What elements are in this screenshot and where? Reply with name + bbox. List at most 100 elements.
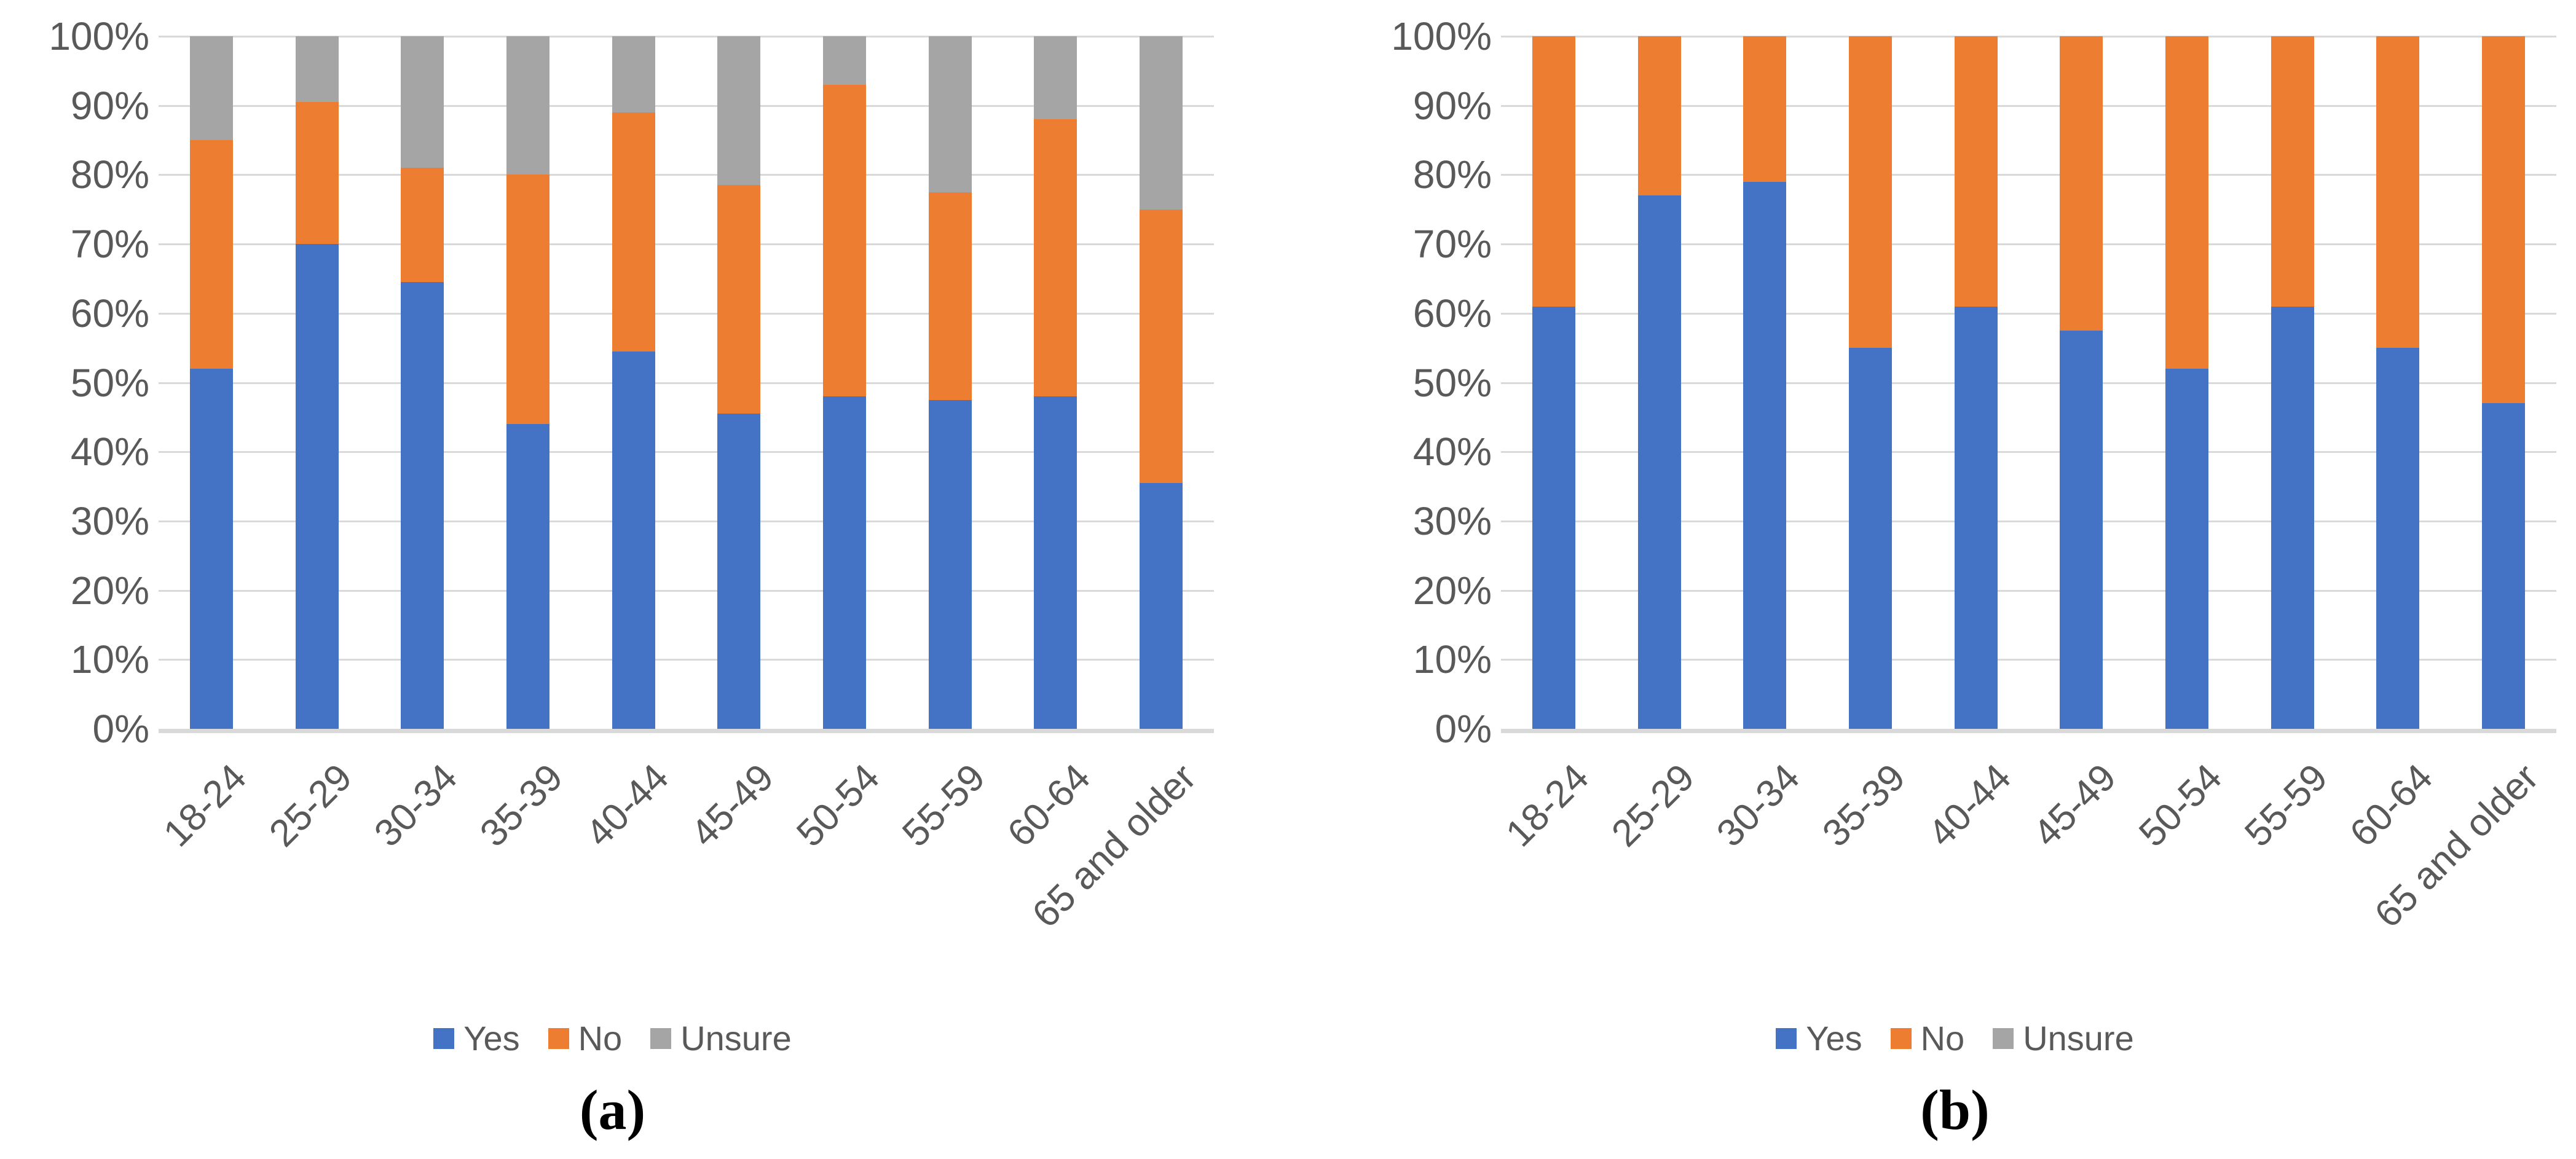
- bars-layer: [1501, 36, 2556, 729]
- gridline: [1501, 451, 2556, 454]
- y-tick-label: 60%: [1412, 291, 1492, 336]
- stacked-bar: [1954, 36, 1998, 729]
- y-tick-label: 70%: [70, 222, 149, 267]
- y-tick-label: 40%: [1412, 430, 1492, 474]
- x-category-label: 30-34: [1709, 756, 1808, 855]
- x-category-label: 35-39: [472, 756, 572, 855]
- legend-item-label: Yes: [1806, 1019, 1862, 1058]
- gridline: [1501, 589, 2556, 592]
- bar-segment-yes: [1140, 482, 1183, 729]
- x-axis-labels: 18-24 25-29 30-34 35-39 40-44 45-49 50-54 55-59…: [156, 756, 1214, 1021]
- bar-slot: [159, 36, 264, 729]
- legend-swatch-unsure: [650, 1028, 672, 1049]
- bar-segment-no: [1532, 36, 1575, 307]
- legend-swatch-unsure: [1993, 1028, 2014, 1049]
- chart-b: 100% 90% 80% 70% 60% 50% 40% 30% 20% 10% 0% 18-24 2…: [1353, 0, 2556, 1159]
- gridline: [159, 589, 1214, 592]
- stacked-bar: [2165, 36, 2209, 729]
- y-tick-label: 90%: [1412, 83, 1492, 128]
- legend-item: Unsure: [1993, 1021, 2134, 1056]
- bar-segment-yes: [2271, 306, 2314, 729]
- bar-segment-yes: [506, 424, 549, 729]
- bar-segment-unsure: [928, 36, 972, 192]
- x-category-label: 55-59: [894, 756, 993, 855]
- stacked-bar: [295, 36, 339, 729]
- bar-segment-yes: [928, 399, 972, 729]
- legend: Yes No Unsure: [11, 1021, 1214, 1056]
- gridline: [159, 36, 1214, 37]
- bar-segment-no: [1140, 209, 1183, 483]
- stacked-bar: [2482, 36, 2526, 729]
- y-tick-label: 10%: [70, 637, 149, 682]
- bar-segment-unsure: [717, 36, 761, 186]
- x-category-label: 40-44: [577, 756, 677, 855]
- bar-slot: [2240, 36, 2346, 729]
- bar-slot: [2346, 36, 2451, 729]
- bar-segment-yes: [2482, 403, 2526, 729]
- x-category-label: 30-34: [366, 756, 466, 855]
- caption-b: (b): [1920, 1078, 1990, 1141]
- legend-item-label: No: [1920, 1019, 1965, 1058]
- bar-segment-yes: [1034, 396, 1077, 729]
- stacked-bar: [1743, 36, 1787, 729]
- bar-segment-unsure: [823, 36, 867, 85]
- stacked-bar: [2060, 36, 2103, 729]
- x-category-label: 18-24: [1498, 756, 1597, 855]
- bar-segment-no: [1848, 36, 1892, 348]
- y-tick-label: 100%: [49, 14, 149, 58]
- bar-segment-yes: [1637, 195, 1681, 729]
- bar-segment-yes: [189, 368, 233, 729]
- bar-slot: [1003, 36, 1109, 729]
- stacked-bar: [717, 36, 761, 729]
- bar-slot: [1712, 36, 1818, 729]
- x-category-label: 25-29: [261, 756, 360, 855]
- gridline: [159, 659, 1214, 661]
- stacked-bar: [928, 36, 972, 729]
- bar-segment-yes: [2376, 348, 2420, 729]
- x-axis-labels: 18-24 25-29 30-34 35-39 40-44 45-49 50-54 55-59…: [1498, 756, 2556, 1021]
- bar-segment-yes: [612, 351, 655, 729]
- gridline: [1501, 382, 2556, 384]
- gridline: [159, 243, 1214, 246]
- stacked-bar: [401, 36, 444, 729]
- y-tick-label: 10%: [1412, 637, 1492, 682]
- bar-segment-yes: [1954, 306, 1998, 729]
- gridline: [1501, 520, 2556, 522]
- bar-slot: [2451, 36, 2556, 729]
- legend: Yes No Unsure: [1353, 1021, 2556, 1056]
- bar-segment-yes: [1848, 348, 1892, 729]
- stacked-bar: [2271, 36, 2314, 729]
- bar-segment-unsure: [1034, 36, 1077, 120]
- legend-item: Unsure: [650, 1021, 792, 1056]
- bar-segment-yes: [295, 244, 339, 729]
- legend-item-label: Unsure: [680, 1019, 792, 1058]
- y-tick-label: 80%: [1412, 152, 1492, 197]
- bar-slot: [1923, 36, 2029, 729]
- legend-item: No: [548, 1021, 622, 1056]
- y-tick-label: 30%: [70, 498, 149, 543]
- bar-slot: [792, 36, 897, 729]
- gridline: [1501, 312, 2556, 315]
- x-category-label: 18-24: [156, 756, 254, 855]
- bar-segment-yes: [2060, 330, 2103, 729]
- legend-item-label: Yes: [463, 1019, 520, 1058]
- y-tick-label: 60%: [70, 291, 149, 336]
- bar-segment-no: [1743, 36, 1787, 182]
- y-axis: 100% 90% 80% 70% 60% 50% 40% 30% 20% 10% 0%: [1353, 0, 1492, 811]
- gridline: [1501, 243, 2556, 246]
- y-tick-label: 40%: [70, 430, 149, 474]
- x-axis-line: [1501, 729, 2556, 733]
- x-category-label: 40-44: [1920, 756, 2019, 855]
- gridline: [159, 382, 1214, 384]
- x-category-label: 50-54: [2131, 756, 2231, 855]
- y-tick-label: 50%: [1412, 360, 1492, 405]
- x-category-label: 50-54: [789, 756, 888, 855]
- y-tick-label: 100%: [1391, 14, 1492, 58]
- x-category-label: 45-49: [683, 756, 782, 855]
- y-tick-label: 0%: [1435, 707, 1492, 751]
- stacked-bar: [1140, 36, 1183, 729]
- stacked-bar: [1034, 36, 1077, 729]
- bar-segment-yes: [717, 414, 761, 729]
- bar-segment-unsure: [295, 36, 339, 103]
- stacked-bar: [612, 36, 655, 729]
